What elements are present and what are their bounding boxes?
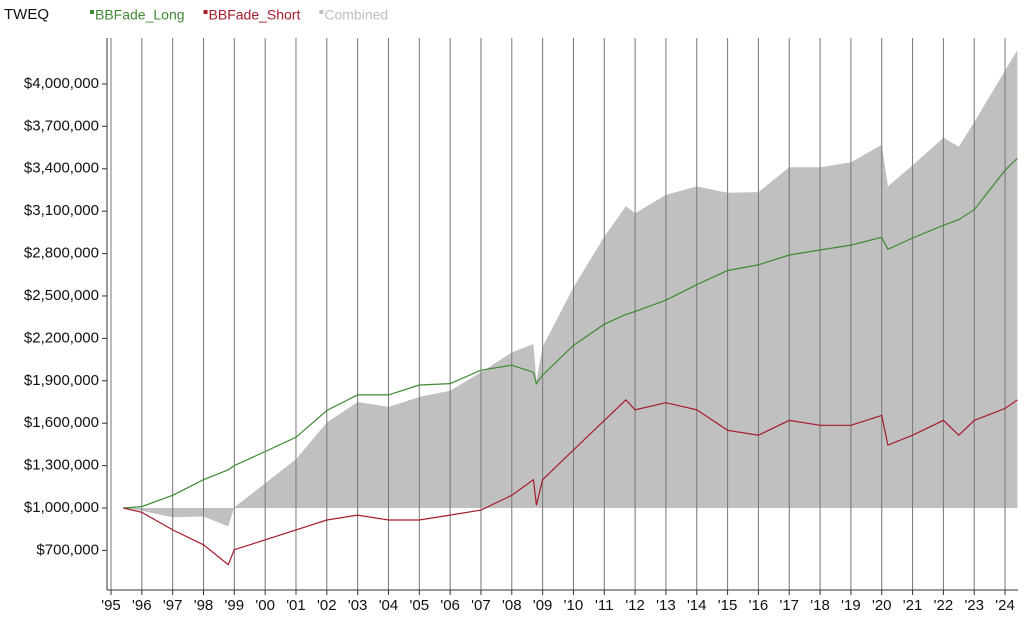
x-tick-label: '14 (687, 597, 707, 614)
x-tick-label: '19 (841, 597, 861, 614)
y-tick-label: $1,900,000 (24, 372, 99, 389)
x-tick-label: '95 (101, 597, 121, 614)
x-tick-label: '04 (379, 597, 399, 614)
y-tick-label: $2,800,000 (24, 245, 99, 262)
legend-swatch (90, 10, 94, 14)
x-tick-label: '09 (533, 597, 553, 614)
x-tick-label: '10 (564, 597, 584, 614)
legend-label: Combined (324, 7, 388, 23)
x-tick-label: '16 (749, 597, 769, 614)
y-tick-label: $2,200,000 (24, 329, 99, 346)
x-tick-label: '03 (348, 597, 368, 614)
x-tick-label: '02 (317, 597, 337, 614)
y-tick-label: $1,000,000 (24, 499, 99, 516)
x-tick-label: '06 (440, 597, 460, 614)
x-tick-label: '08 (502, 597, 522, 614)
y-tick-label: $1,600,000 (24, 414, 99, 431)
legend-swatch (319, 10, 324, 14)
y-tick-label: $3,700,000 (24, 117, 99, 134)
y-tick-label: $3,100,000 (24, 202, 99, 219)
x-tick-label: '23 (964, 597, 984, 614)
legend-swatch (203, 10, 208, 14)
x-tick-label: '00 (255, 597, 275, 614)
x-tick-label: '98 (194, 597, 214, 614)
line (123, 157, 1018, 509)
x-tick-label: '97 (163, 597, 183, 614)
x-tick-label: '99 (225, 597, 245, 614)
y-tick-label: $1,300,000 (24, 457, 99, 474)
line (123, 399, 1018, 566)
x-tick-label: '12 (625, 597, 645, 614)
area (123, 50, 1018, 527)
x-tick-label: '13 (656, 597, 676, 614)
x-tick-label: '01 (286, 597, 306, 614)
y-tick-label: $700,000 (36, 541, 99, 558)
x-tick-label: '11 (595, 597, 613, 614)
chart-title: TWEQ (4, 6, 49, 23)
y-tick-label: $4,000,000 (24, 75, 99, 92)
legend-label: BBFade_Short (209, 7, 301, 23)
legend-label: BBFade_Long (95, 7, 185, 23)
legend: BBFade_Long BBFade_Short Combined (90, 7, 388, 23)
x-tick-label: '05 (410, 597, 430, 614)
x-tick-label: '96 (132, 597, 152, 614)
y-tick-label: $3,400,000 (24, 160, 99, 177)
x-tick-label: '07 (471, 597, 491, 614)
x-tick-label: '22 (934, 597, 954, 614)
x-tick-label: '20 (872, 597, 892, 614)
x-tick-label: '17 (779, 597, 799, 614)
x-tick-label: '18 (810, 597, 830, 614)
x-tick-label: '21 (903, 597, 923, 614)
x-tick-label: '24 (995, 597, 1015, 614)
y-tick-label: $2,500,000 (24, 287, 99, 304)
x-tick-label: '15 (718, 597, 738, 614)
